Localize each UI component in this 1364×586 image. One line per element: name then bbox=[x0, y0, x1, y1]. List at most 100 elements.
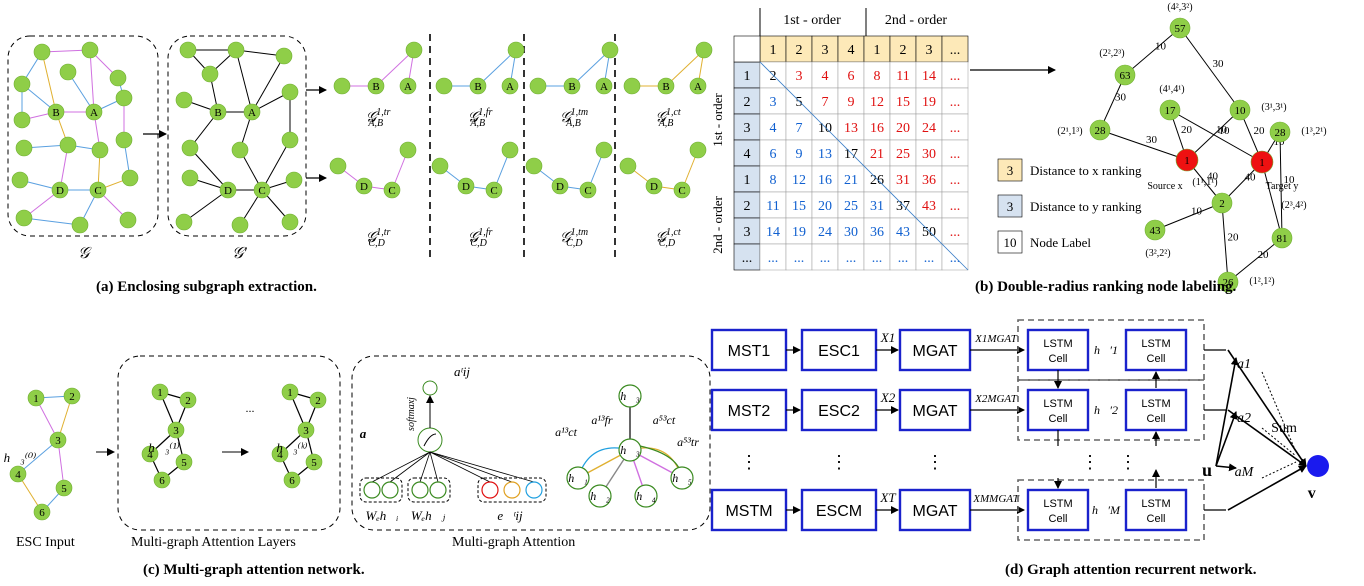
subgraph-node bbox=[623, 77, 641, 95]
legend-value: 3 bbox=[1007, 199, 1014, 214]
node-tag: (4²,3²) bbox=[1167, 2, 1192, 13]
h-prime-label: h⃗′M bbox=[1092, 503, 1121, 517]
mga-label: Multi-graph Attention bbox=[452, 535, 575, 550]
lstm-label: LSTM bbox=[1043, 338, 1072, 350]
attention-node bbox=[281, 383, 299, 401]
x-out-label: X1MGAT bbox=[974, 333, 1018, 345]
table-value: 36 bbox=[870, 225, 884, 240]
whj-label: Wₑh⃗ⱼ bbox=[411, 508, 446, 523]
attention-node bbox=[153, 471, 171, 489]
table-value: 8 bbox=[770, 173, 777, 188]
mst-box-label: MST2 bbox=[728, 403, 771, 420]
table-value: 24 bbox=[818, 225, 832, 240]
row-header-cell bbox=[733, 87, 761, 115]
table-value: 6 bbox=[848, 69, 855, 84]
ranking-edge bbox=[1124, 27, 1181, 76]
esc-node bbox=[33, 503, 51, 521]
graph-gprime-node bbox=[181, 139, 199, 157]
graph-gprime-nodes: B A D C bbox=[175, 41, 303, 234]
legend-text: Distance to x ranking bbox=[1030, 163, 1142, 178]
table-value: 6 bbox=[770, 147, 777, 162]
mst-box-label: MSTM bbox=[725, 503, 772, 520]
esc-node-label: 3 bbox=[55, 435, 61, 447]
graph-g-nodes: B A D C bbox=[11, 41, 139, 234]
graph-g-node-label: D bbox=[56, 185, 64, 197]
ranking-edge bbox=[1279, 131, 1283, 239]
table-value: 24 bbox=[922, 121, 936, 136]
table-diagonal bbox=[759, 61, 969, 271]
graph-g-node bbox=[121, 169, 139, 187]
col-header: 2 bbox=[900, 43, 907, 58]
row-header-cell bbox=[733, 243, 761, 271]
table-cell bbox=[863, 87, 891, 115]
source-label: Source x bbox=[1147, 181, 1182, 192]
esc-box-label: ESC2 bbox=[818, 403, 860, 420]
col-header: ... bbox=[950, 43, 961, 58]
source-node bbox=[1175, 148, 1199, 172]
x-in-label: X1 bbox=[880, 330, 895, 345]
table-value: 14 bbox=[922, 69, 936, 84]
mgat-box-label: MGAT bbox=[912, 503, 957, 520]
ranking-node-label: 10 bbox=[1235, 105, 1247, 117]
edge-weight: 40 bbox=[1207, 171, 1219, 183]
table-cell bbox=[759, 191, 787, 219]
graph-gprime-edge bbox=[183, 189, 229, 223]
to-v-line bbox=[1227, 409, 1307, 467]
table-value: ... bbox=[950, 225, 961, 240]
table-value: 3 bbox=[770, 95, 777, 110]
subgraph-node bbox=[399, 141, 417, 159]
node-tag: (1¹,1¹) bbox=[1192, 177, 1217, 188]
mga-layers-graphs: 1 2 3 4 5 6 1 2 3 4 5 6 h⃗₃⁽¹⁾ h⃗₃⁽ᵏ⁾... bbox=[141, 383, 327, 489]
esc-box bbox=[800, 328, 878, 372]
subgraph-node bbox=[551, 177, 569, 195]
lstm-label: LSTM bbox=[1141, 338, 1170, 350]
subgraph-node bbox=[619, 157, 637, 175]
graph-gprime-node bbox=[231, 216, 249, 234]
attention-node bbox=[271, 445, 289, 463]
table-cell bbox=[941, 165, 969, 193]
edge-weight: 30 bbox=[1115, 92, 1127, 104]
a53tr-label: a⁵³tr bbox=[677, 435, 699, 449]
subgraph-edge bbox=[375, 49, 415, 87]
subgraph-node bbox=[431, 157, 449, 175]
table-cell bbox=[941, 87, 969, 115]
attention-node bbox=[283, 471, 301, 489]
caption-d: (d) Graph attention recurrent network. bbox=[1005, 562, 1257, 578]
attention-node-label: 6 bbox=[289, 475, 295, 487]
lstm-label: Cell bbox=[1147, 513, 1166, 525]
subgraph-node-label: D bbox=[650, 181, 658, 193]
subgraph-node-label: B bbox=[662, 81, 669, 93]
graph-gprime-node bbox=[219, 181, 237, 199]
table-value: 12 bbox=[870, 95, 884, 110]
attention-node bbox=[179, 391, 197, 409]
graph-gprime-label: 𝒢′ bbox=[232, 245, 247, 262]
subgraph-node-label: C bbox=[584, 185, 591, 197]
subgraph-node-label: D bbox=[462, 181, 470, 193]
graph-gprime-node-label: B bbox=[214, 107, 221, 119]
col-header-cell bbox=[863, 35, 891, 63]
x-out-label: X2MGAT bbox=[974, 393, 1018, 405]
target-node bbox=[1250, 150, 1274, 174]
graph-g-node bbox=[59, 63, 77, 81]
esc-input-label: ESC Input bbox=[16, 535, 75, 550]
table-value: 15 bbox=[792, 199, 806, 214]
graph-g-node bbox=[13, 75, 31, 93]
table-cell bbox=[941, 139, 969, 167]
dots-mgat: ⋮ bbox=[926, 452, 944, 472]
esc-edge bbox=[17, 439, 59, 475]
graph-g-node bbox=[13, 111, 31, 129]
edge-weight: 10 bbox=[1219, 125, 1231, 137]
lstm-label: LSTM bbox=[1043, 498, 1072, 510]
table-cell bbox=[837, 243, 865, 271]
col-header-cell bbox=[941, 35, 969, 63]
ranking-node-label: 81 bbox=[1277, 233, 1288, 245]
row-header-cell bbox=[733, 113, 761, 141]
u-line bbox=[1215, 411, 1238, 467]
subgraph-node bbox=[579, 181, 597, 199]
ranking-legend: 3 Distance to x ranking 3 Distance to y ran… bbox=[997, 158, 1142, 254]
table-value: ... bbox=[768, 251, 779, 266]
lstm-box-1 bbox=[1026, 328, 1090, 372]
lstm-box-2 bbox=[1124, 328, 1188, 372]
graph-g-node bbox=[47, 103, 65, 121]
